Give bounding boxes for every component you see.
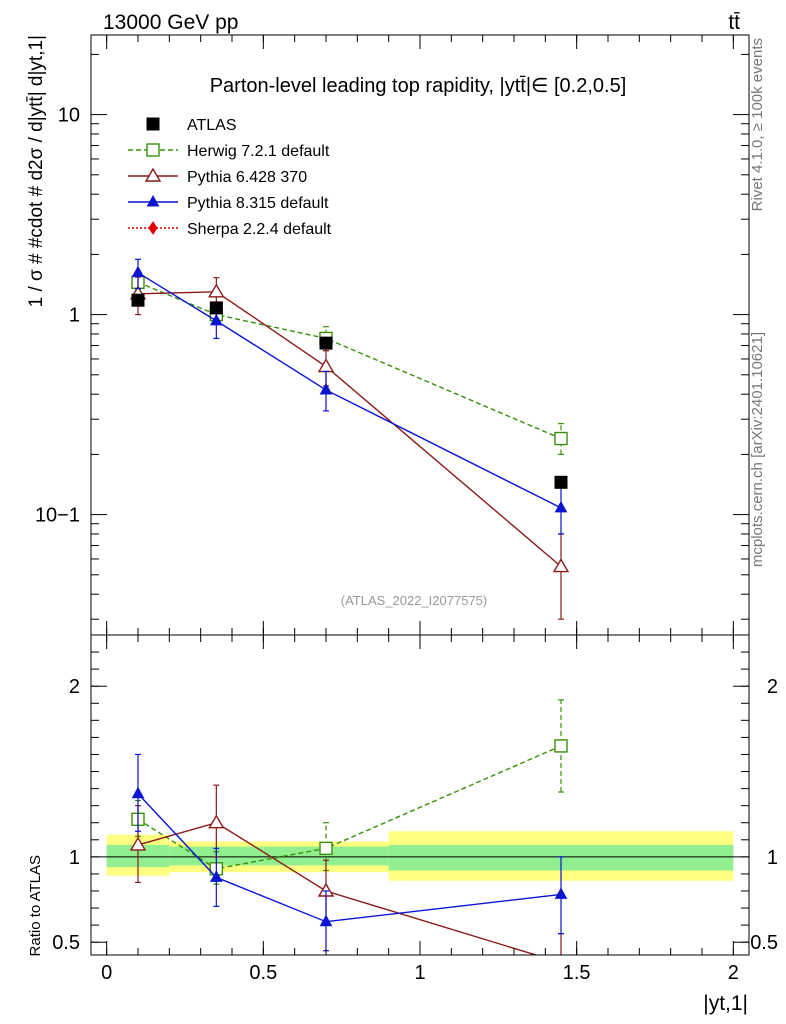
main-plot-marks (129, 258, 570, 620)
ratio-y-tick-label: 0.5 (52, 932, 80, 954)
data-point (554, 500, 568, 513)
axis-ticks: 0 0.5 1 1.5 2 10−1 1 10 0.5 0.5 1 1 2 2 (35, 35, 778, 984)
x-tick-label: 1 (414, 962, 425, 984)
process-label: tt̄ (728, 11, 740, 34)
legend-label: Sherpa 2.2.4 default (187, 221, 332, 238)
ratio-point (554, 739, 568, 753)
ratio-y-tick-label: 2 (69, 676, 80, 698)
ratio-series-line (137, 745, 562, 870)
x-tick-label: 0 (101, 962, 112, 984)
y-tick-label: 10−1 (35, 505, 80, 527)
ratio-plot-frame (90, 634, 750, 956)
ratio-point (319, 914, 333, 927)
atlas-data-point (319, 336, 333, 350)
atlas-data-point (131, 293, 145, 307)
series-line (137, 281, 562, 440)
data-point (208, 283, 225, 298)
ratio-series-line (137, 793, 562, 923)
x-tick-label: 1.5 (563, 962, 591, 984)
data-point (319, 382, 333, 395)
data-point (554, 431, 568, 446)
ratio-series-line (137, 821, 539, 955)
legend-marker (148, 221, 158, 235)
data-point (317, 358, 335, 373)
data-point (131, 265, 145, 278)
x-tick-label: 0.5 (249, 962, 277, 984)
chart-title: Parton-level leading top rapidity, |ytt̄… (210, 75, 627, 97)
rivet-label: Rivet 4.1.0, ≥ 100k events (749, 38, 766, 211)
atlas-data-point (554, 475, 568, 489)
ratio-point (131, 786, 145, 799)
data-point (552, 558, 570, 573)
legend: ATLAS Herwig 7.2.1 default Pythia 6.428 37… (128, 117, 332, 238)
legend-label: Pythia 6.428 370 (187, 169, 307, 186)
data-point (209, 313, 223, 326)
legend-label: Herwig 7.2.1 default (187, 143, 330, 160)
energy-label: 13000 GeV pp (103, 11, 238, 34)
series-line (137, 272, 562, 509)
ratio-band-inner (263, 846, 389, 866)
x-tick-label: 2 (728, 962, 739, 984)
atlas-data-point (209, 301, 223, 315)
mcplots-label: mcplots.cern.ch [arXiv:2401.10621] (749, 332, 766, 567)
ratio-y-tick-label: 1 (69, 847, 80, 869)
ratio-y-tick-label-right: 1 (767, 847, 778, 869)
ratio-point (209, 870, 223, 882)
ratio-point (319, 841, 333, 856)
legend-marker (146, 194, 160, 207)
analysis-label: (ATLAS_2022_I2077575) (341, 593, 487, 608)
legend-marker (146, 117, 160, 131)
ratio-y-axis-label: Ratio to ATLAS (27, 855, 44, 956)
legend-marker (144, 167, 162, 182)
series-line (137, 291, 562, 568)
ratio-point (208, 814, 225, 829)
legend-marker (146, 143, 160, 157)
ratio-y-tick-label-right: 2 (767, 676, 778, 698)
ratio-y-tick-label-right: 0.5 (750, 932, 778, 954)
ratio-plot-marks (129, 699, 568, 955)
y-tick-label: 10 (58, 105, 80, 127)
y-tick-label: 1 (69, 305, 80, 327)
legend-label: Pythia 8.315 default (187, 195, 329, 212)
x-axis-label: |yt,1| (703, 992, 748, 1015)
legend-label: ATLAS (187, 117, 237, 134)
y-axis-label: 1 / σ # #cdot # d2σ / d|ytt̄| d|yt,1| (26, 35, 47, 307)
ratio-uncertainty-bands (106, 831, 734, 881)
ratio-point (554, 887, 568, 899)
ratio-point (129, 836, 147, 851)
